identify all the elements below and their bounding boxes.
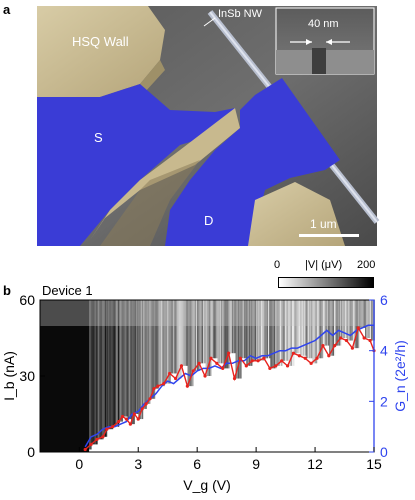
- current-point: [105, 427, 109, 431]
- current-point: [124, 417, 129, 421]
- nanowire-label: InSb NW: [218, 8, 263, 20]
- source-label: S: [94, 130, 103, 145]
- current-point: [173, 376, 178, 381]
- current-point: [152, 387, 156, 391]
- current-point: [250, 359, 254, 363]
- scalebar-label: 1 um: [310, 217, 337, 231]
- current-point: [268, 366, 272, 370]
- x-tick-label: 3: [134, 456, 142, 472]
- x-axis-label: V_g (V): [183, 477, 230, 493]
- current-point: [101, 435, 105, 439]
- current-point: [356, 326, 360, 330]
- heatmap-dark-region: [40, 300, 90, 452]
- y2-tick-label: 0: [380, 444, 388, 460]
- current-point: [209, 356, 213, 360]
- current-point: [350, 346, 354, 350]
- current-point: [197, 361, 201, 365]
- current-point: [95, 437, 99, 441]
- current-point: [244, 364, 248, 368]
- current-point: [303, 356, 307, 360]
- y-tick-label: 60: [19, 292, 35, 308]
- panel-a-label: a: [3, 2, 11, 17]
- y2-tick-label: 4: [380, 343, 388, 359]
- y-tick-label: 0: [27, 444, 35, 460]
- y-axis-label: I_b (nA): [1, 351, 17, 401]
- x-tick-label: 12: [307, 456, 323, 472]
- hsq-wall-label: HSQ Wall: [72, 34, 129, 49]
- x-tick-label: 0: [75, 456, 83, 472]
- x-tick-label: 9: [252, 456, 260, 472]
- current-point: [203, 374, 207, 378]
- device-label: Device 1: [42, 283, 93, 298]
- colorbar-max-label: 200: [357, 259, 376, 271]
- current-point: [291, 351, 296, 355]
- current-point: [333, 344, 337, 348]
- y2-tick-label: 2: [380, 393, 388, 409]
- heatmap: [40, 300, 375, 452]
- x-tick-label: 6: [193, 456, 201, 472]
- current-point: [89, 442, 93, 446]
- y2-axis-label: G_n (2e²/h): [392, 340, 408, 412]
- current-point: [221, 366, 225, 370]
- current-point: [227, 351, 231, 355]
- y2-tick-label: 6: [380, 292, 388, 308]
- current-point: [315, 356, 319, 360]
- current-point: [128, 422, 132, 426]
- current-point: [262, 356, 266, 360]
- current-point: [215, 361, 219, 365]
- current-point: [132, 412, 136, 416]
- current-point: [83, 447, 87, 452]
- current-point: [111, 425, 115, 429]
- current-point: [168, 371, 172, 376]
- current-point: [285, 364, 290, 368]
- current-point: [297, 354, 301, 358]
- y-tick-label: 30: [19, 368, 35, 384]
- current-point: [256, 359, 260, 363]
- x-tick-label: 15: [366, 456, 382, 472]
- panel-b-label: b: [3, 283, 11, 298]
- current-point: [156, 384, 160, 388]
- current-point: [120, 414, 125, 419]
- current-point: [280, 359, 284, 363]
- current-point: [148, 397, 152, 401]
- current-point: [144, 402, 148, 406]
- drain-label: D: [204, 213, 214, 228]
- current-point: [179, 364, 184, 368]
- current-point: [185, 384, 189, 388]
- current-point: [327, 354, 331, 358]
- current-point: [191, 369, 195, 373]
- current-point: [344, 338, 349, 343]
- current-point: [362, 336, 366, 340]
- current-point: [309, 361, 313, 365]
- current-point: [136, 417, 140, 421]
- current-point: [274, 364, 278, 368]
- current-point: [116, 420, 121, 424]
- colorbar: [278, 277, 374, 288]
- inset-scale-label: 40 nm: [308, 18, 339, 30]
- current-point: [321, 344, 325, 348]
- current-point: [140, 407, 144, 411]
- current-point: [368, 338, 372, 343]
- current-point: [238, 356, 242, 360]
- current-point: [232, 376, 237, 381]
- current-point: [162, 382, 166, 386]
- colorbar-title: |V| (μV): [305, 259, 343, 271]
- colorbar-min-label: 0: [274, 259, 281, 271]
- current-point: [339, 336, 343, 340]
